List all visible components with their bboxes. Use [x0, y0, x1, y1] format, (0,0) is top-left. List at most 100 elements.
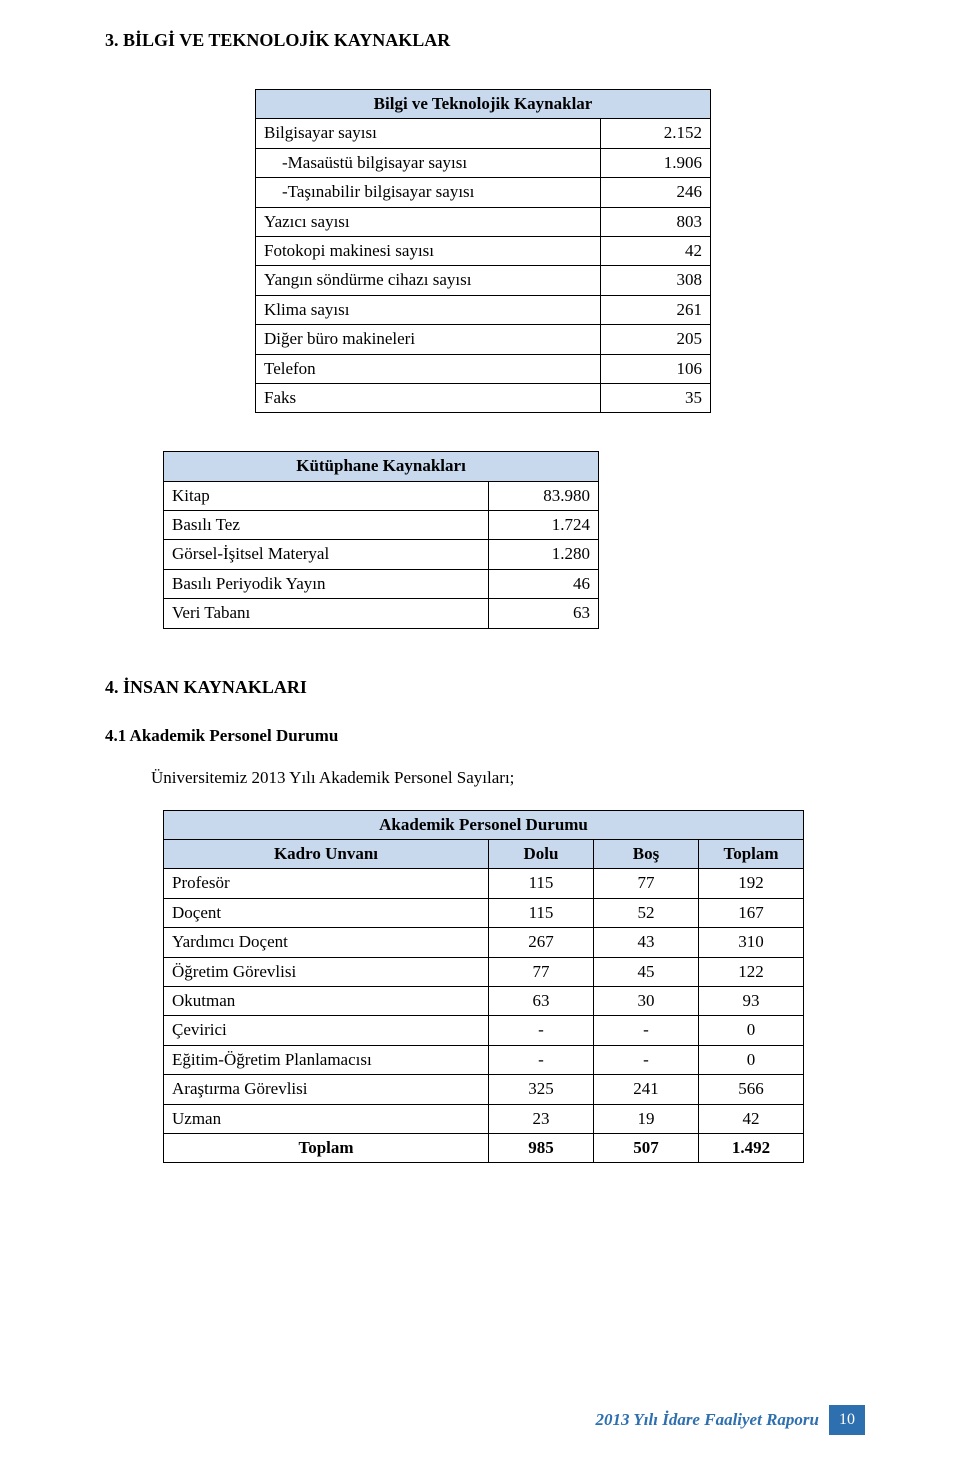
table3-value: -	[594, 1045, 699, 1074]
table2-value: 83.980	[489, 481, 599, 510]
table1-value: 42	[601, 236, 711, 265]
table3-value: 19	[594, 1104, 699, 1133]
table1-label: Telefon	[256, 354, 601, 383]
table-row: Basılı Tez1.724	[164, 511, 599, 540]
table-row: Doçent11552167	[164, 898, 804, 927]
table3-value: 30	[594, 986, 699, 1015]
table-row: Toplam9855071.492	[164, 1133, 804, 1162]
table3-column-header: Toplam	[699, 840, 804, 869]
table3-title: Akademik Personel Durumu	[164, 810, 804, 839]
table1-value: 261	[601, 295, 711, 324]
table2-value: 1.724	[489, 511, 599, 540]
table3-value: 241	[594, 1075, 699, 1104]
table-row: Uzman231942	[164, 1104, 804, 1133]
table3-value: 167	[699, 898, 804, 927]
table3-value: 192	[699, 869, 804, 898]
table3-value: 23	[489, 1104, 594, 1133]
table-row: Bilgisayar sayısı2.152	[256, 119, 711, 148]
table1-label: Diğer büro makineleri	[256, 325, 601, 354]
table3-value: 267	[489, 928, 594, 957]
table-row: -Taşınabilir bilgisayar sayısı246	[256, 178, 711, 207]
table3-value: 42	[699, 1104, 804, 1133]
table-row: Görsel-İşitsel Materyal1.280	[164, 540, 599, 569]
table1-label: Bilgisayar sayısı	[256, 119, 601, 148]
table3-value: 122	[699, 957, 804, 986]
table1-value: 205	[601, 325, 711, 354]
table-row: Fotokopi makinesi sayısı42	[256, 236, 711, 265]
table1-label: -Taşınabilir bilgisayar sayısı	[256, 178, 601, 207]
table-row: Yardımcı Doçent26743310	[164, 928, 804, 957]
table2-value: 63	[489, 599, 599, 628]
table3-value: 63	[489, 986, 594, 1015]
table-row: Faks35	[256, 383, 711, 412]
table1-value: 803	[601, 207, 711, 236]
table3-value: 0	[699, 1045, 804, 1074]
table3-value: 115	[489, 869, 594, 898]
table3-column-header: Dolu	[489, 840, 594, 869]
table-row: Veri Tabanı63	[164, 599, 599, 628]
table1-value: 246	[601, 178, 711, 207]
section-4-1-intro: Üniversitemiz 2013 Yılı Akademik Persone…	[151, 768, 865, 788]
table1-value: 2.152	[601, 119, 711, 148]
table3-label: Toplam	[164, 1133, 489, 1162]
table2-label: Basılı Tez	[164, 511, 489, 540]
section-3-heading: 3. BİLGİ VE TEKNOLOJİK KAYNAKLAR	[105, 30, 865, 51]
table3-value: 45	[594, 957, 699, 986]
table-row: Çevirici--0	[164, 1016, 804, 1045]
table3-value: -	[489, 1016, 594, 1045]
table-row: Kitap83.980	[164, 481, 599, 510]
table2-label: Görsel-İşitsel Materyal	[164, 540, 489, 569]
table-row: Araştırma Görevlisi325241566	[164, 1075, 804, 1104]
table-row: Diğer büro makineleri205	[256, 325, 711, 354]
table-row: Basılı Periyodik Yayın46	[164, 569, 599, 598]
table3-value: 43	[594, 928, 699, 957]
footer-report-title: 2013 Yılı İdare Faaliyet Raporu	[595, 1410, 819, 1430]
table2-label: Veri Tabanı	[164, 599, 489, 628]
table1-title: Bilgi ve Teknolojik Kaynaklar	[256, 90, 711, 119]
table3-value: 1.492	[699, 1133, 804, 1162]
table1-value: 1.906	[601, 148, 711, 177]
table3-label: Uzman	[164, 1104, 489, 1133]
table-kutuphane: Kütüphane Kaynakları Kitap83.980Basılı T…	[163, 451, 599, 628]
table2-label: Basılı Periyodik Yayın	[164, 569, 489, 598]
table3-value: 985	[489, 1133, 594, 1162]
table-row: -Masaüstü bilgisayar sayısı1.906	[256, 148, 711, 177]
footer-page-number: 10	[829, 1405, 865, 1435]
table3-label: Çevirici	[164, 1016, 489, 1045]
table3-label: Okutman	[164, 986, 489, 1015]
table-bilgi-teknolojik: Bilgi ve Teknolojik Kaynaklar Bilgisayar…	[255, 89, 711, 413]
table3-label: Araştırma Görevlisi	[164, 1075, 489, 1104]
table-row: Telefon106	[256, 354, 711, 383]
table3-column-header: Boş	[594, 840, 699, 869]
table-row: Öğretim Görevlisi7745122	[164, 957, 804, 986]
table1-value: 35	[601, 383, 711, 412]
table3-value: 52	[594, 898, 699, 927]
table3-label: Öğretim Görevlisi	[164, 957, 489, 986]
table3-value: 566	[699, 1075, 804, 1104]
table3-label: Doçent	[164, 898, 489, 927]
table-row: Klima sayısı261	[256, 295, 711, 324]
page-footer: 2013 Yılı İdare Faaliyet Raporu 10	[595, 1405, 865, 1435]
table3-value: 77	[594, 869, 699, 898]
table3-value: 115	[489, 898, 594, 927]
table-row: Yangın söndürme cihazı sayısı308	[256, 266, 711, 295]
table1-label: Yazıcı sayısı	[256, 207, 601, 236]
table-row: Yazıcı sayısı803	[256, 207, 711, 236]
table-akademik-personel: Akademik Personel Durumu Kadro UnvanıDol…	[163, 810, 804, 1164]
table1-label: Faks	[256, 383, 601, 412]
table1-label: Yangın söndürme cihazı sayısı	[256, 266, 601, 295]
table2-title: Kütüphane Kaynakları	[164, 452, 599, 481]
table-row: Okutman633093	[164, 986, 804, 1015]
section-4-1-title: 4.1 Akademik Personel Durumu	[105, 726, 865, 746]
table3-label: Profesör	[164, 869, 489, 898]
table1-label: -Masaüstü bilgisayar sayısı	[256, 148, 601, 177]
table3-value: 325	[489, 1075, 594, 1104]
table1-label: Fotokopi makinesi sayısı	[256, 236, 601, 265]
table3-value: 310	[699, 928, 804, 957]
table3-label: Yardımcı Doçent	[164, 928, 489, 957]
table3-label: Eğitim-Öğretim Planlamacısı	[164, 1045, 489, 1074]
table3-columns-row: Kadro UnvanıDoluBoşToplam	[164, 840, 804, 869]
table3-value: 77	[489, 957, 594, 986]
table3-value: -	[489, 1045, 594, 1074]
table-row: Profesör11577192	[164, 869, 804, 898]
